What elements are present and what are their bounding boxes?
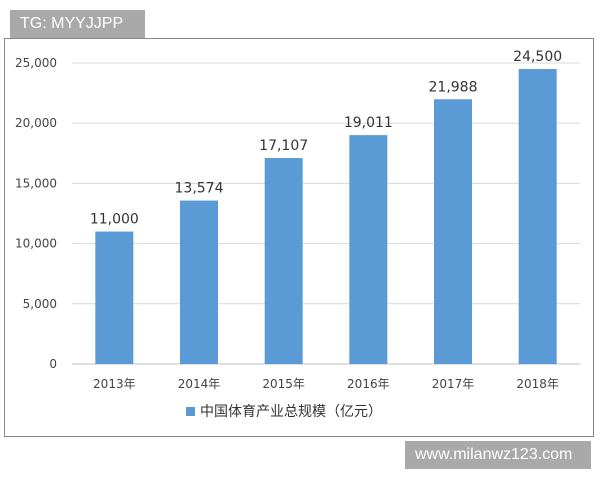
bar — [180, 200, 218, 364]
y-tick-label: 25,000 — [15, 56, 57, 70]
y-tick-label: 20,000 — [15, 116, 57, 130]
y-tick-label: 10,000 — [15, 237, 57, 251]
bar — [264, 158, 303, 364]
data-label: 24,500 — [513, 49, 562, 65]
y-tick-label: 5,000 — [23, 297, 57, 311]
data-label: 21,988 — [429, 79, 478, 95]
bar — [349, 135, 388, 364]
chart-frame — [4, 38, 594, 437]
data-label: 11,000 — [90, 212, 139, 228]
x-tick-label: 2018年 — [516, 377, 559, 391]
x-tick-label: 2017年 — [432, 377, 475, 391]
legend-label: 中国体育产业总规模（亿元） — [200, 404, 382, 420]
watermark-top: TG: MYYJJPP — [10, 10, 145, 38]
bar — [95, 231, 134, 364]
bar — [518, 69, 557, 365]
data-label: 19,011 — [344, 115, 393, 131]
x-tick-label: 2014年 — [178, 377, 221, 391]
x-tick-label: 2013年 — [93, 377, 136, 391]
watermark-bottom: www.milanwz123.com — [405, 441, 591, 469]
data-label: 13,574 — [175, 181, 224, 197]
y-tick-label: 0 — [49, 357, 57, 371]
legend-swatch — [186, 407, 195, 416]
x-tick-label: 2016年 — [347, 377, 390, 391]
bar — [434, 99, 472, 365]
data-label: 17,107 — [259, 138, 308, 154]
x-tick-label: 2015年 — [262, 377, 305, 391]
y-tick-label: 15,000 — [15, 176, 57, 190]
